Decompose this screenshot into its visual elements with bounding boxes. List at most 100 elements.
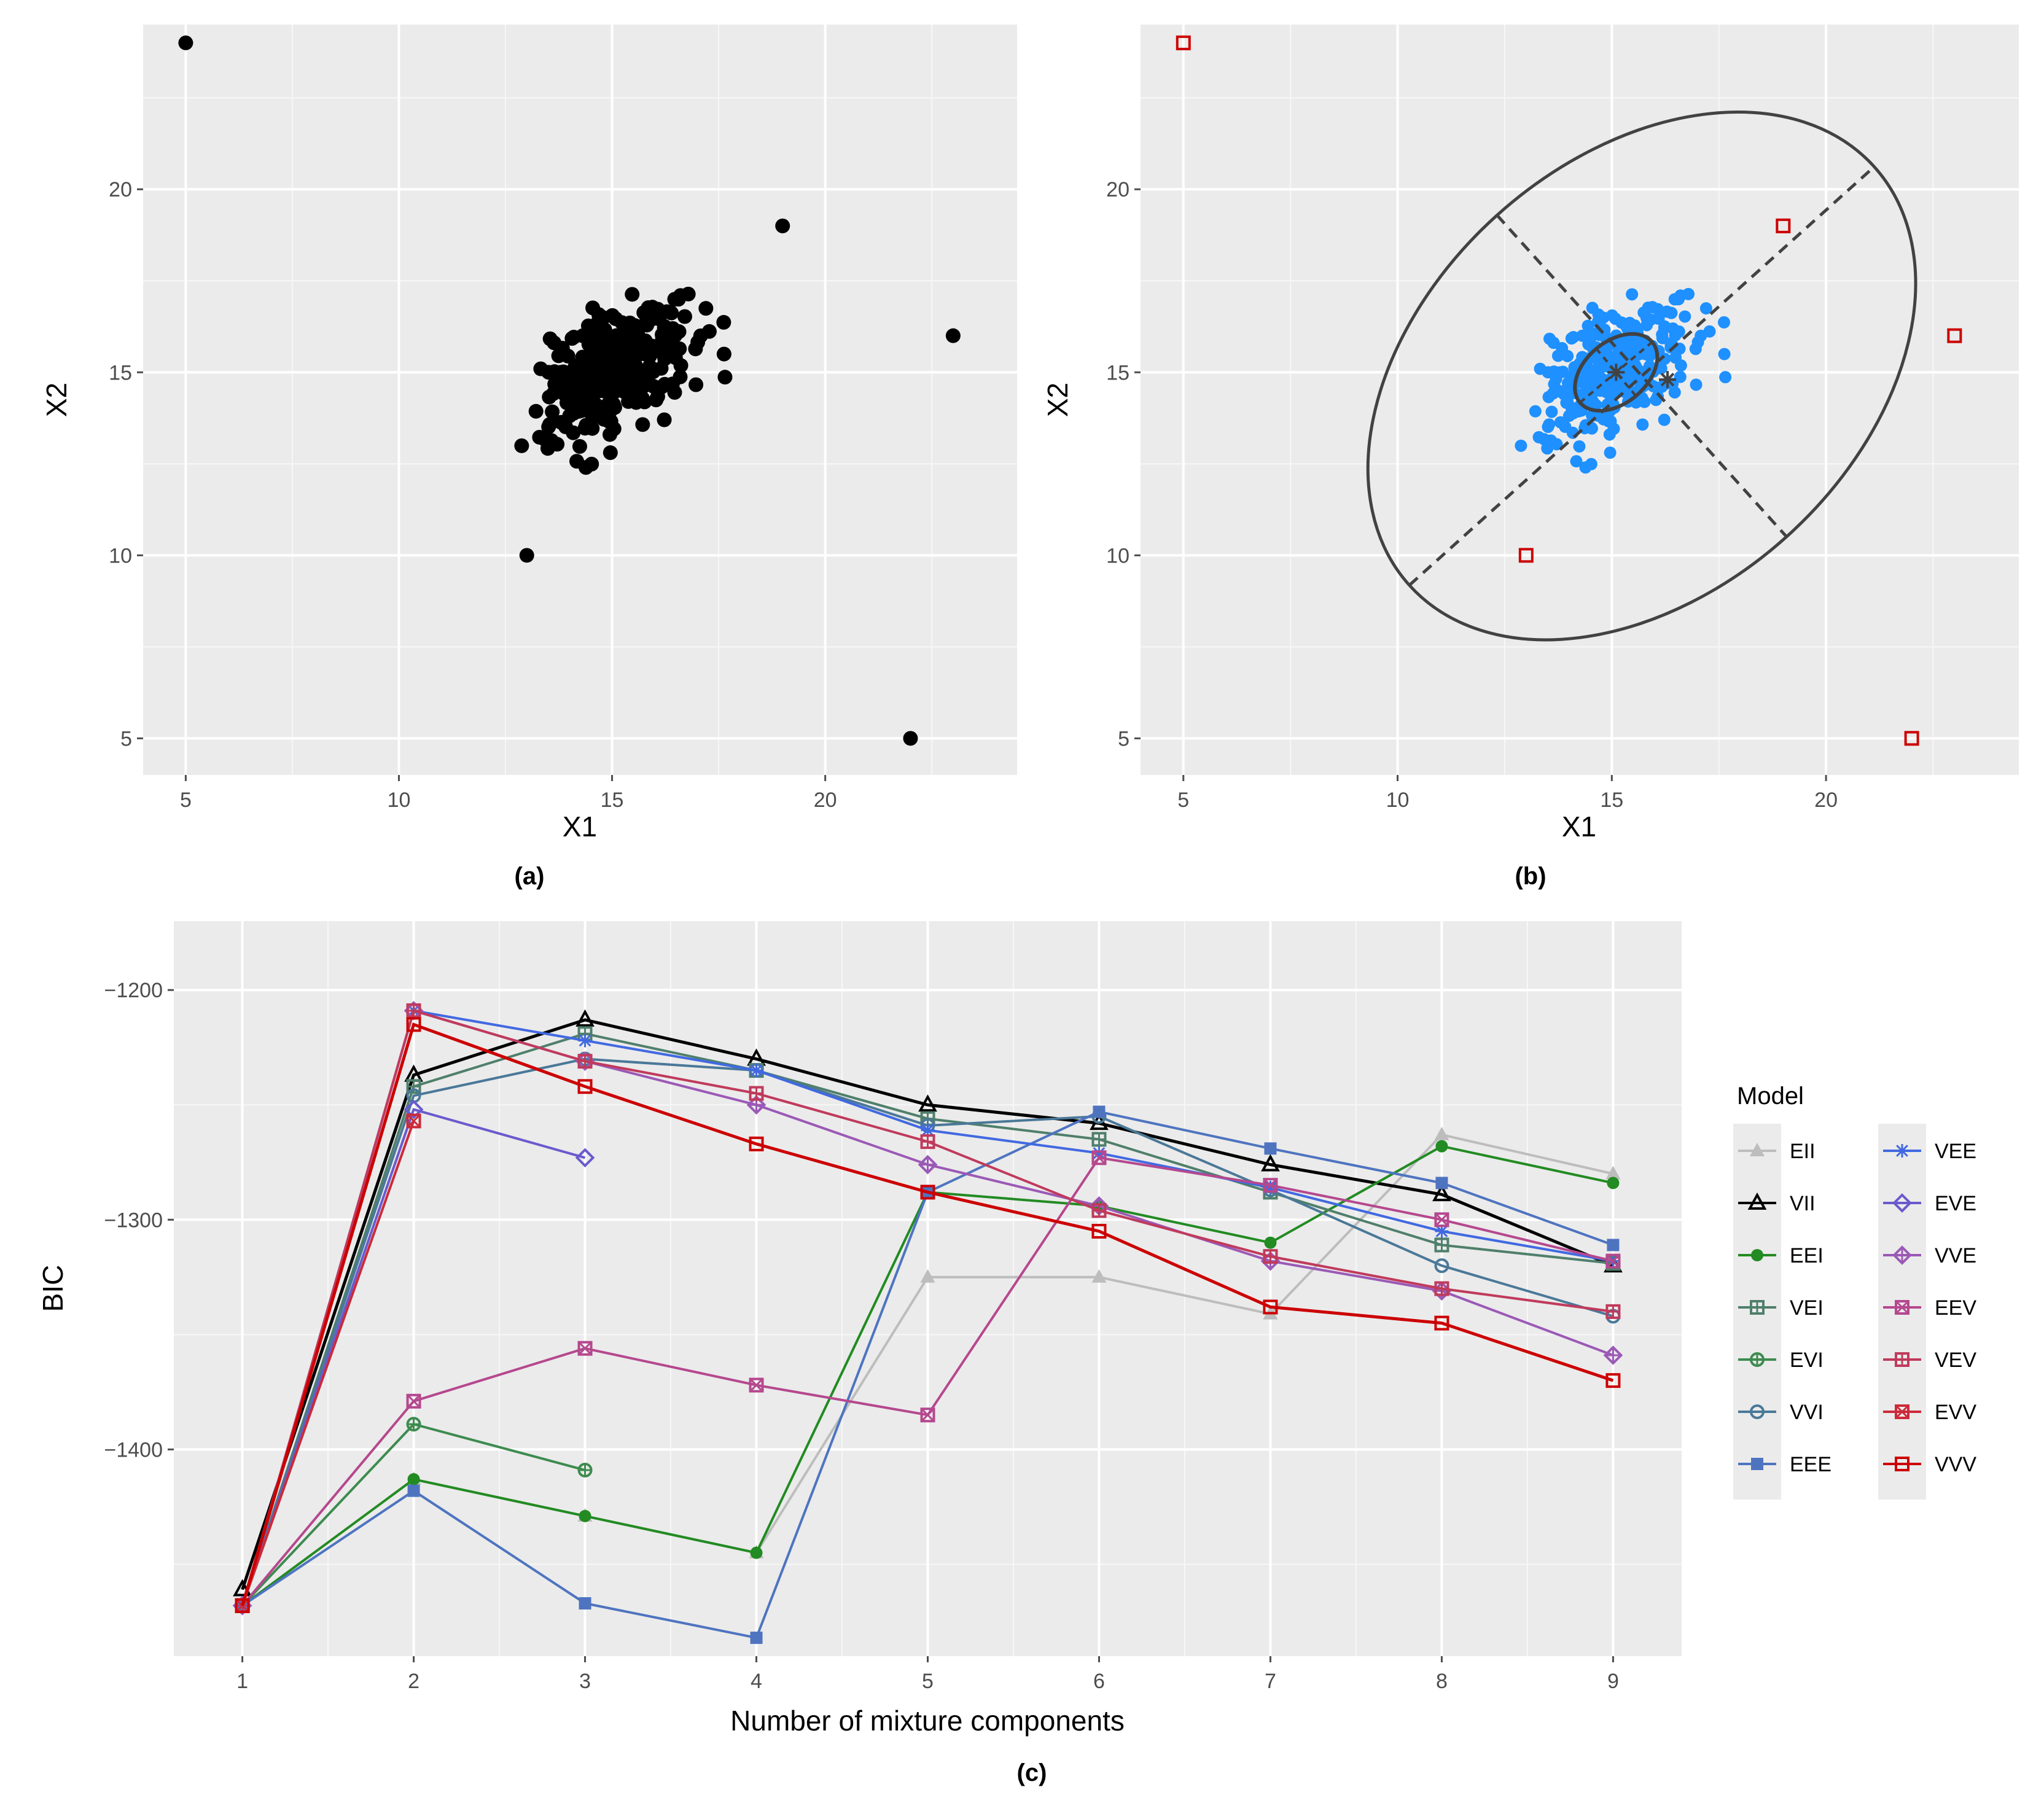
outlier-point xyxy=(775,218,790,233)
data-point xyxy=(1434,1126,1449,1140)
marker-x xyxy=(1435,1213,1448,1226)
marker-x xyxy=(1093,1151,1106,1164)
cluster-point xyxy=(585,300,601,316)
cluster-point xyxy=(625,351,640,366)
cluster-point xyxy=(1590,399,1602,411)
legend-item-eei: EEI xyxy=(1738,1244,1824,1267)
y-tick-label: 20 xyxy=(1106,178,1129,201)
cluster-point xyxy=(596,310,611,325)
cluster-point xyxy=(514,438,529,453)
cluster-point xyxy=(528,403,544,419)
data-point xyxy=(577,1341,593,1356)
data-point xyxy=(407,1473,420,1485)
cluster-point xyxy=(1656,328,1669,341)
cluster-point xyxy=(1608,383,1621,396)
marker-x xyxy=(1435,1225,1448,1237)
marker-shape xyxy=(406,1017,421,1032)
cluster-point xyxy=(716,346,731,362)
marker-shape xyxy=(1895,1457,1909,1471)
data-point xyxy=(575,1148,595,1168)
cluster-point xyxy=(1669,351,1682,364)
y-tick-label: 15 xyxy=(1106,361,1129,384)
marker-shape xyxy=(749,1136,764,1151)
ellipse-center-asterisk xyxy=(1659,371,1676,389)
marker-shape xyxy=(1435,1177,1448,1189)
data-point xyxy=(1091,1269,1107,1283)
cluster-point xyxy=(665,338,681,354)
y-tick-label: −1200 xyxy=(104,979,163,1002)
data-point xyxy=(1434,1315,1449,1331)
legend-key-marker xyxy=(1895,1300,1909,1315)
cluster-point xyxy=(542,389,557,405)
x-tick-label: 10 xyxy=(388,788,411,812)
cluster-point xyxy=(1565,332,1578,345)
legend-key-marker xyxy=(1747,1192,1767,1210)
data-point xyxy=(1261,1154,1280,1172)
marker-shape xyxy=(1750,1143,1765,1156)
x-tick-label: 3 xyxy=(579,1670,591,1693)
cluster-point xyxy=(1652,390,1664,403)
legend-key-marker xyxy=(1750,1143,1765,1156)
legend-item-evi: EVI xyxy=(1738,1349,1824,1372)
legend-items: EII VII EEI VEI EVI VVI EEE VEE EVE VVE EEV VEV EVV V… xyxy=(1738,1140,1976,1476)
legend-item-eve: EVE xyxy=(1883,1192,1976,1215)
legend-label: EEV xyxy=(1935,1296,1976,1320)
marker-x xyxy=(750,1064,763,1077)
legend-title: Model xyxy=(1737,1083,1804,1110)
outlier-point xyxy=(1904,731,1919,746)
legend-key-marker xyxy=(1892,1245,1912,1265)
cluster-point xyxy=(1532,430,1545,443)
panel-c-x-axis-title: Number of mixture components xyxy=(730,1705,1125,1737)
legend-label: VVV xyxy=(1935,1453,1976,1476)
marker-shape xyxy=(1895,1300,1909,1315)
data-point xyxy=(749,1377,764,1393)
cluster-point xyxy=(1679,310,1691,323)
data-point xyxy=(1607,1177,1620,1189)
series-vvv xyxy=(235,1017,1621,1613)
cluster-point xyxy=(698,301,714,316)
y-tick-label: 20 xyxy=(109,178,132,201)
cluster-point xyxy=(650,302,666,317)
legend-label: VEV xyxy=(1935,1349,1976,1372)
cluster-point xyxy=(568,385,583,400)
panel-c-gridlines xyxy=(174,921,1682,1656)
cluster-point xyxy=(609,362,624,378)
marker-shape xyxy=(1091,1223,1107,1239)
cluster-point xyxy=(657,351,673,367)
data-point xyxy=(1607,1239,1620,1251)
data-point xyxy=(1264,1236,1277,1249)
data-point xyxy=(1263,1299,1278,1315)
data-point xyxy=(404,1099,424,1119)
cluster-point xyxy=(1636,418,1649,431)
marker-shape xyxy=(1093,1105,1106,1118)
marker-x xyxy=(1896,1406,1908,1418)
data-point xyxy=(1263,1249,1278,1264)
marker-shape xyxy=(1263,1178,1278,1193)
legend-key-marker xyxy=(1895,1404,1909,1419)
legend-key-marker xyxy=(1751,1249,1763,1261)
cluster-point xyxy=(1576,329,1589,342)
cluster-point xyxy=(575,349,590,365)
marker-shape xyxy=(749,1377,764,1393)
data-point xyxy=(920,1134,935,1150)
marker-x xyxy=(579,1342,591,1355)
panel-a-points xyxy=(178,35,961,746)
cluster-point xyxy=(1545,405,1558,418)
cluster-point xyxy=(655,327,670,342)
data-point xyxy=(406,1393,421,1409)
data-point xyxy=(1091,1132,1107,1147)
data-point xyxy=(1605,1373,1621,1388)
x-tick-label: 15 xyxy=(601,788,624,812)
legend-label: VVE xyxy=(1935,1244,1976,1267)
data-point xyxy=(406,1079,421,1094)
cluster-point xyxy=(545,404,560,419)
cluster-point xyxy=(1597,311,1610,324)
data-point xyxy=(1093,1105,1106,1118)
outer-ellipse-group xyxy=(1366,111,1917,642)
x-tick-label: 10 xyxy=(1386,788,1410,812)
cluster-point xyxy=(1674,370,1687,383)
x-tick-label: 8 xyxy=(1436,1670,1448,1693)
cluster-point xyxy=(566,425,581,440)
legend-label: VVI xyxy=(1790,1401,1824,1424)
